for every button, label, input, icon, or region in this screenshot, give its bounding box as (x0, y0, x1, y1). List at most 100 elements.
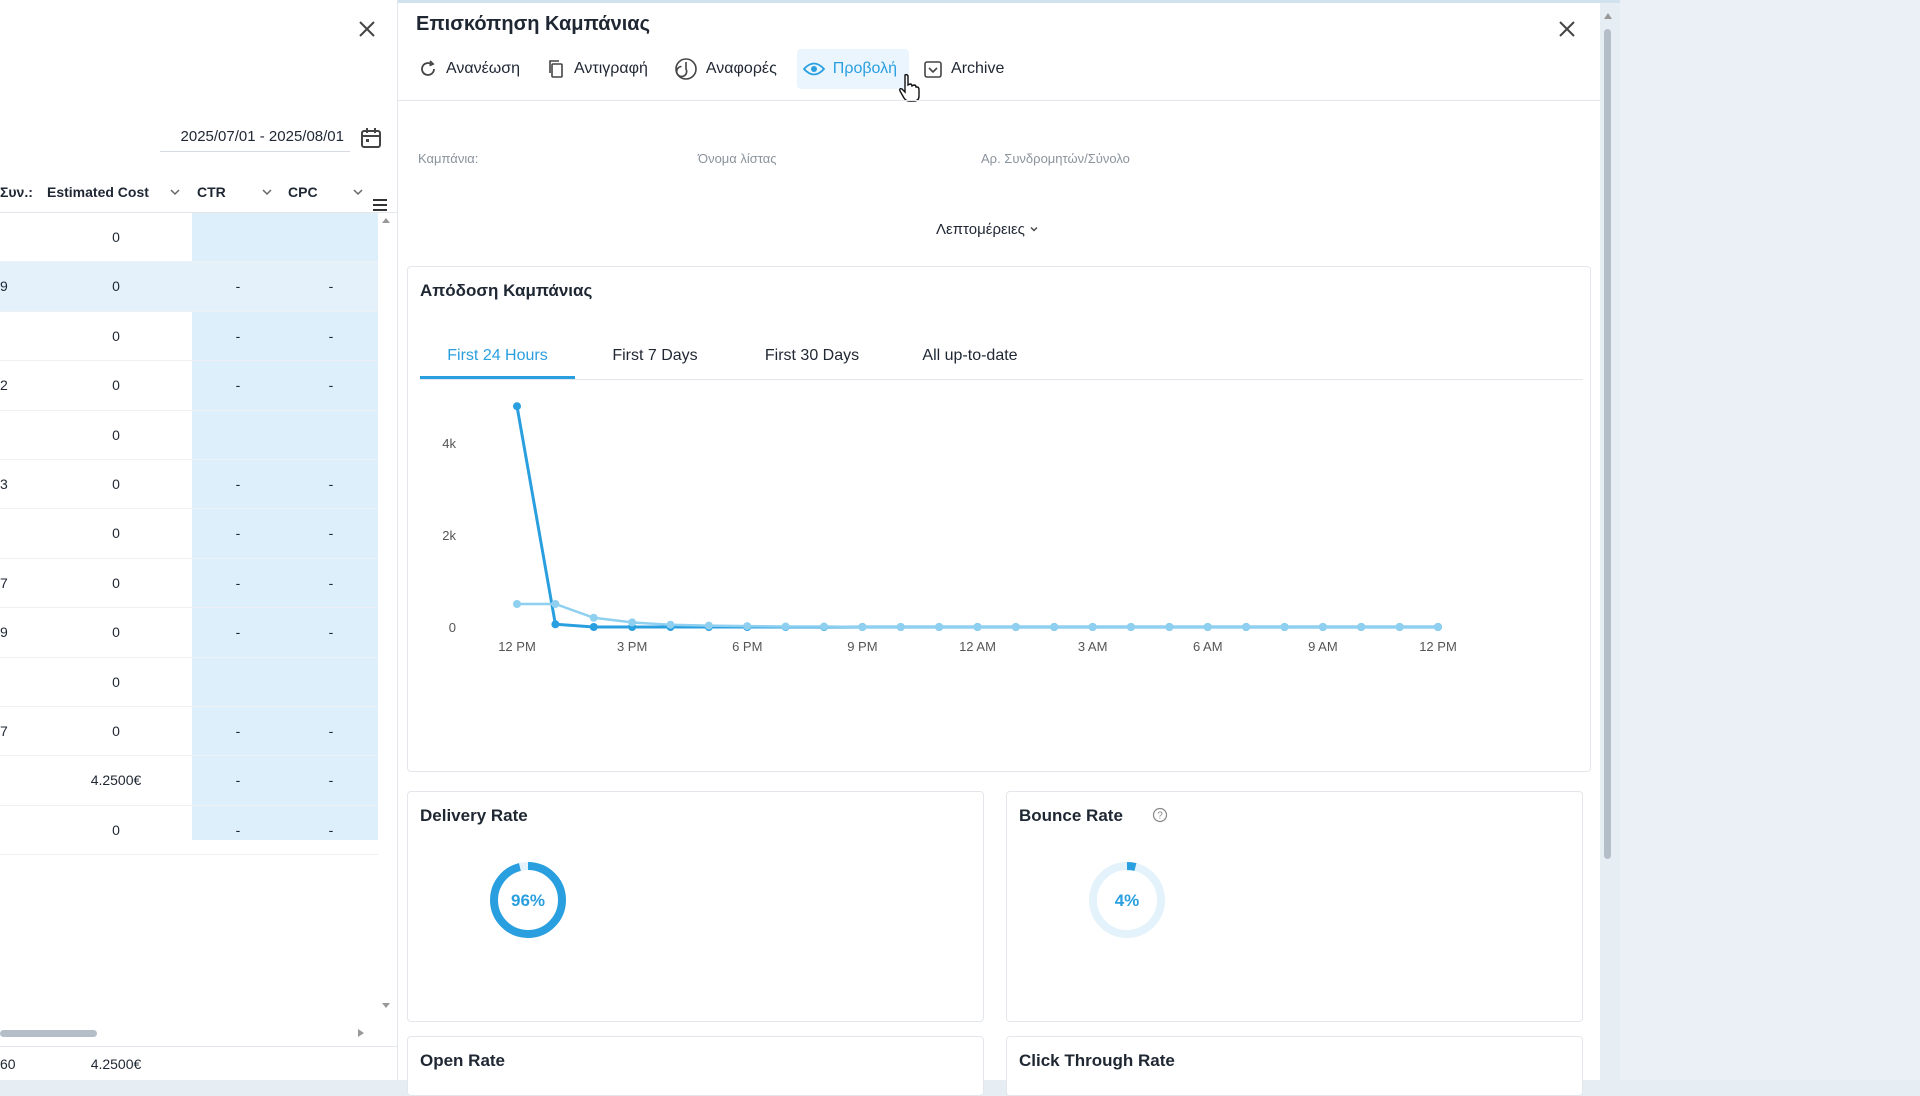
data-point[interactable] (704, 621, 713, 630)
table-row[interactable]: 0 (0, 411, 378, 460)
tab-all-up-to-date[interactable]: All up-to-date (922, 347, 1018, 364)
table-row[interactable]: 0 (0, 213, 378, 263)
row-ctr: - (235, 821, 241, 838)
subscribers-label: Αρ. Συνδρομητών/Σύνολο (981, 151, 1130, 166)
chevron-down-icon[interactable] (170, 172, 180, 212)
tab-first-24-hours[interactable]: First 24 Hours (420, 333, 575, 379)
data-point[interactable] (896, 623, 905, 631)
table-row[interactable]: 9 0 - - (0, 608, 378, 658)
column-header-estimated-cost[interactable]: Estimated Cost (47, 184, 149, 200)
row-cpc: - (328, 821, 334, 838)
refresh-button[interactable]: Ανανέωση (412, 49, 532, 89)
data-point[interactable] (1318, 623, 1327, 631)
table-row[interactable]: 7 0 - - (0, 707, 378, 757)
highlighted-columns (192, 213, 378, 840)
table-row[interactable]: 0 - - (0, 509, 378, 559)
row-total (0, 756, 20, 804)
x-tick-label: 12 AM (959, 639, 996, 654)
table-row[interactable]: 7 0 - - (0, 559, 378, 609)
data-point[interactable] (589, 613, 598, 622)
column-header-ctr[interactable]: CTR (197, 184, 226, 200)
row-total (0, 658, 20, 706)
column-header-total[interactable]: Συν.: (0, 184, 33, 200)
table-header: Συν.: Estimated Cost CTR CPC (0, 172, 397, 213)
row-ctr: - (235, 278, 241, 295)
menu-icon[interactable] (372, 185, 388, 225)
x-tick-label: 6 AM (1193, 639, 1223, 654)
table-row[interactable]: 0 (0, 658, 378, 707)
campaign-overview-panel: Επισκόπηση Καμπάνιας Ανανέωση Αντιγραφή … (398, 3, 1600, 1096)
refresh-label: Ανανέωση (446, 60, 521, 77)
data-point[interactable] (1011, 623, 1020, 631)
close-icon[interactable] (357, 19, 377, 39)
reports-button[interactable]: Αναφορές (668, 49, 789, 89)
row-estimated-cost: 0 (112, 673, 120, 690)
data-point[interactable] (551, 600, 560, 608)
table-row[interactable]: 4.2500€ - - (0, 756, 378, 806)
close-icon[interactable] (1557, 19, 1577, 39)
row-ctr: - (235, 525, 241, 542)
delivery-rate-ring: 96% (490, 862, 566, 938)
main-scroll-thumb[interactable] (1604, 29, 1611, 859)
horizontal-scrollbar[interactable] (0, 1027, 370, 1039)
campaign-label: Καμπάνια: (418, 151, 479, 166)
row-estimated-cost: 0 (112, 229, 120, 245)
data-point[interactable] (513, 402, 521, 411)
tab-first-30-days[interactable]: First 30 Days (764, 347, 860, 364)
data-point[interactable] (1357, 623, 1366, 631)
row-estimated-cost: 4.2500€ (90, 772, 142, 789)
chevron-down-icon[interactable] (262, 172, 272, 212)
data-point[interactable] (973, 623, 982, 631)
archive-button[interactable]: Archive (917, 49, 1016, 89)
data-point[interactable] (1050, 623, 1059, 631)
row-estimated-cost: 0 (112, 426, 120, 443)
data-point[interactable] (666, 620, 675, 629)
details-toggle[interactable]: Λεπτομέρειες (936, 221, 1039, 238)
view-button[interactable]: Προβολή (796, 49, 910, 89)
help-icon[interactable]: ? (1152, 807, 1168, 823)
main-vertical-scrollbar[interactable] (1600, 3, 1616, 1080)
table-row[interactable]: 0 - - (0, 312, 378, 362)
data-point[interactable] (1203, 623, 1212, 631)
data-point[interactable] (628, 618, 637, 627)
footer-total: 60 (0, 1056, 16, 1072)
row-total: 2 (0, 377, 8, 394)
x-tick-label: 6 PM (732, 639, 762, 654)
data-point[interactable] (1165, 623, 1174, 631)
copy-button[interactable]: Αντιγραφή (540, 49, 660, 89)
data-point[interactable] (781, 622, 790, 631)
archive-label: Archive (951, 60, 1005, 77)
data-point[interactable] (1395, 623, 1404, 631)
row-total (0, 312, 20, 360)
data-point[interactable] (1434, 623, 1442, 631)
data-point[interactable] (1242, 623, 1251, 631)
data-point[interactable] (513, 600, 521, 608)
row-total: 9 (0, 278, 8, 295)
open-rate-title: Open Rate (420, 1051, 506, 1070)
table-row[interactable]: 0 - - (0, 806, 378, 856)
scroll-right-icon[interactable] (357, 1028, 365, 1038)
row-estimated-cost: 0 (112, 377, 120, 394)
chevron-down-icon[interactable] (353, 172, 363, 212)
data-point[interactable] (551, 620, 560, 629)
column-header-cpc[interactable]: CPC (288, 184, 318, 200)
data-point[interactable] (743, 622, 752, 631)
data-point[interactable] (820, 622, 828, 631)
tab-first-7-days[interactable]: First 7 Days (612, 347, 698, 364)
data-point[interactable] (858, 623, 867, 631)
data-point[interactable] (1088, 623, 1097, 631)
calendar-icon[interactable] (360, 127, 382, 149)
data-point[interactable] (1127, 623, 1135, 631)
vertical-scrollbar[interactable] (378, 213, 394, 1013)
data-point[interactable] (589, 623, 598, 631)
view-label: Προβολή (832, 60, 898, 77)
table-row[interactable]: 9 0 - - (0, 262, 378, 312)
row-estimated-cost: 0 (112, 821, 120, 838)
data-point[interactable] (1280, 623, 1289, 631)
date-range-field[interactable]: 2025/07/01 - 2025/08/01 (160, 122, 350, 152)
scroll-thumb[interactable] (0, 1030, 97, 1037)
data-point[interactable] (935, 623, 944, 631)
table-row[interactable]: 2 0 - - (0, 361, 378, 411)
x-tick-label: 9 PM (847, 639, 877, 654)
table-row[interactable]: 3 0 - - (0, 460, 378, 510)
